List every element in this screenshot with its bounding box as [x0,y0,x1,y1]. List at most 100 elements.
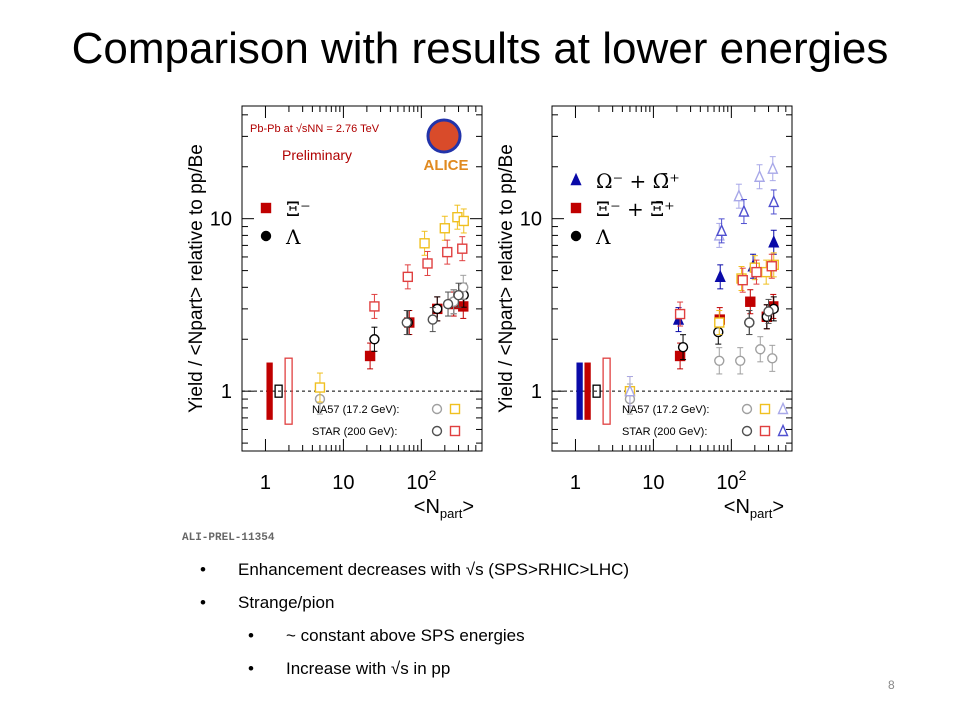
legend-bottom-label: NA57 (17.2 GeV): [622,404,709,416]
series-star_lambda [744,298,774,336]
axis-bracket: > [462,496,474,518]
data-point [401,317,412,328]
data-point [768,235,780,248]
data-point [766,261,777,272]
data-point [733,188,745,202]
legend-bottom-label: STAR (200 GeV): [312,426,397,438]
y-tick-label: 10 [210,209,232,231]
legend-label: Λ [595,225,611,249]
legend-marker [759,425,771,437]
bullet-list: • Enhancement decreases with √s (SPS>RHIC… [200,560,900,692]
annotation-preliminary: Preliminary [282,147,352,163]
bullet-dot: • [248,626,254,645]
figure: ALI-PREL-11354 1 10 10 2 1 10 <Npart> Yield / <… [178,98,800,548]
axis-bracket: > [772,496,784,518]
data-point [442,298,454,310]
data-point [753,169,766,182]
data-point [624,383,636,397]
series-star_xi [369,236,468,319]
legend-marker [777,423,789,437]
page-number: 8 [888,678,895,692]
legend-marker [260,230,272,242]
legend-marker [777,401,789,415]
normalization-box [274,384,283,398]
data-point [763,306,774,317]
x-axis-title: <Npart> [414,496,474,521]
legend-label: Ξ⁻ + Ξ̄⁺ [596,197,675,221]
data-point [427,314,438,325]
legend-marker [570,230,582,242]
data-point [737,274,748,286]
normalization-box [576,362,583,420]
data-point [767,353,778,364]
legend-label: Ω⁻ + Ω̄⁺ [596,169,680,193]
sub-bullet-item: • Increase with √s in pp [200,659,900,692]
data-point [458,215,469,227]
data-point [714,269,726,283]
y-axis-title: Yield / <Npart> relative to pp/Be [496,144,517,413]
legend-bottom-label: NA57 (17.2 GeV): [312,404,399,416]
bullet-text: Enhancement decreases with √s (SPS>RHIC>… [238,560,630,579]
data-point [369,334,380,345]
bullet-text: ~ constant above SPS energies [286,626,525,645]
series-na57_xi [314,204,469,403]
legend-marker [741,425,753,437]
data-point [755,344,766,355]
data-point [369,301,380,312]
data-point [677,341,689,353]
legend-label: Ξ⁻ [286,197,311,221]
figure-label: ALI-PREL-11354 [182,532,275,544]
superscript: 2 [739,467,747,483]
legend-marker [449,403,461,415]
data-point [402,271,413,283]
data-point [745,296,756,307]
series-star_omega [716,189,780,244]
legend-marker [260,202,272,214]
bullet-dot: • [200,560,206,579]
x-tick-label: 1 [570,472,581,494]
annotation-system: Pb-Pb at √sNN = 2.76 TeV [250,123,380,135]
data-point [457,243,468,254]
data-point [713,326,724,338]
bullet-dot: • [200,593,206,612]
data-point [442,246,453,258]
bullet-text: Strange/pion [238,593,335,612]
bullet-item: • Strange/pion [200,593,900,626]
data-point [364,350,376,362]
normalization-box [602,357,611,425]
legend-marker [741,403,753,415]
data-point [453,290,464,301]
alice-logo-icon [426,118,462,154]
series-na57_lambda [624,336,778,415]
sub-bullet-item: • ~ constant above SPS energies [200,626,900,659]
data-point [716,223,728,237]
figure-canvas: ALI-PREL-11354 1 10 10 2 1 10 <Npart> Yield / <… [178,98,800,548]
data-point [419,238,430,249]
y-axis-title: Yield / <Npart> relative to pp/Be [186,144,207,413]
legend-marker [759,403,771,415]
data-point [674,308,686,320]
subscript: part [750,506,773,521]
series-star_lambda [401,282,464,336]
plot-frame [551,105,793,452]
data-point [314,382,326,393]
bullet-text: Increase with √s in pp [286,659,451,678]
normalization-box [266,362,273,420]
data-point [767,161,779,174]
normalization-box [284,357,293,425]
data-point [674,350,686,362]
x-tick-label: 10 [332,472,354,494]
data-point [735,355,746,367]
legend-bottom-label: STAR (200 GeV): [622,426,707,438]
data-point [432,303,443,315]
data-point [761,266,772,278]
subscript: part [440,506,463,521]
series-star_xi [674,253,777,327]
legend-marker [431,425,443,437]
data-point [439,223,451,234]
data-point [422,258,433,269]
alice-logo-text: ALICE [424,157,469,174]
legend-label: Λ [285,225,301,249]
